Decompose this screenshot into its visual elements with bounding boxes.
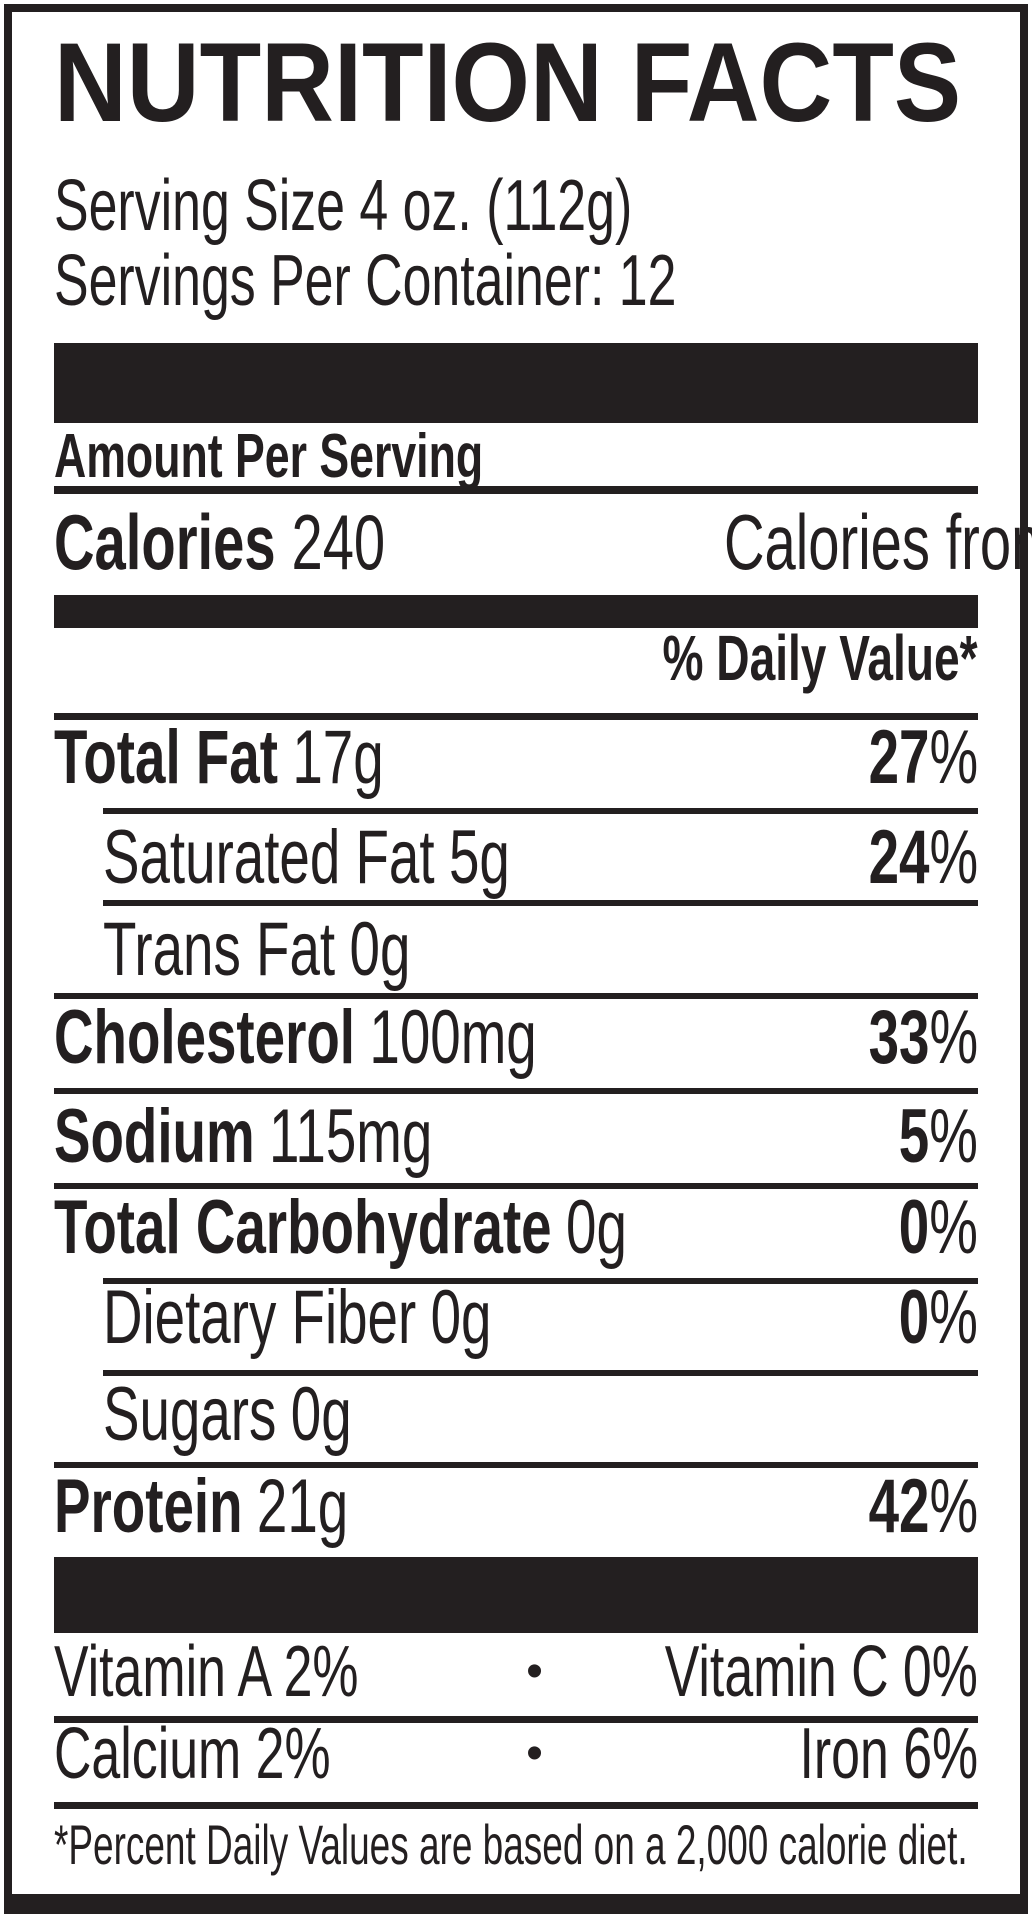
nutrient-amount: 17g [292,715,384,800]
nutrient-name: Total Fat [54,715,278,800]
servings-per-container-text: Servings Per Container: 12 [54,241,677,321]
nutrient-amount: 0g [566,1185,627,1270]
nutrient-name: Protein [54,1464,243,1549]
calories-from-fat: Calories from Fat 160 [723,498,1032,586]
nutrient-amount: 115mg [269,1094,433,1179]
calories-label: Calories [54,498,276,586]
nutrient-name: Sodium [54,1094,255,1179]
nutrient-name: Sugars [103,1372,277,1457]
nutrient-amount: 100mg [369,995,537,1080]
daily-value: 27% [868,715,978,800]
divider-bar-thick-top [54,343,978,423]
divider-bar-thick-bottom [54,1557,978,1633]
row-total-carbohydrate: Total Carbohydrate 0g 0% [54,1190,978,1266]
page-title: NUTRITION FACTS [54,27,1032,139]
daily-value: 33% [868,995,978,1080]
nutrient-name: Cholesterol [54,995,356,1080]
nutrient-name: Saturated Fat [103,815,435,900]
row-sugars: Sugars 0g [103,1377,978,1453]
serving-size-text: Serving Size 4 oz. (112g) [54,166,633,246]
servings-per-container: Servings Per Container: 12 [54,245,918,317]
bullet-separator: • [526,1727,543,1780]
calories-group: Calories 240 [54,503,385,581]
daily-value: 0% [898,1185,978,1270]
vitamin-c-value: Vitamin C 0% [664,1632,978,1712]
daily-value: 0% [898,1275,978,1360]
row-total-fat: Total Fat 17g 27% [54,720,978,796]
footnote-text: *Percent Daily Values are based on a 2,0… [54,1813,968,1876]
row-calcium-iron: Calcium 2% • Iron 6% [54,1718,978,1790]
daily-value: 42% [868,1464,978,1549]
divider-bar-thin-mid [54,595,978,628]
nutrient-amount: 21g [256,1464,349,1549]
vitamin-a-value: Vitamin A 2% [54,1632,359,1712]
row-vitamin-a-c: Vitamin A 2% • Vitamin C 0% [54,1636,978,1708]
row-sodium: Sodium 115mg 5% [54,1099,978,1175]
separator-line [103,1370,978,1376]
separator-line [54,1088,978,1094]
daily-value: 5% [898,1094,978,1179]
nutrient-name: Dietary Fiber [103,1275,417,1360]
calories-value: 240 [291,498,386,586]
nutrient-name: Trans Fat [103,907,336,992]
nutrient-amount: 0g [430,1275,492,1360]
iron-value: Iron 6% [799,1714,978,1794]
calcium-value: Calcium 2% [54,1714,331,1794]
row-cholesterol: Cholesterol 100mg 33% [54,1000,978,1076]
amount-per-serving-label: Amount Per Serving [54,422,484,491]
nutrient-amount: 0g [290,1372,352,1457]
separator-line [103,1278,978,1284]
daily-value-header: % Daily Value* [662,622,978,694]
separator-line [54,993,978,999]
calories-row: Calories 240 Calories from Fat 160 [54,503,1032,581]
row-trans-fat: Trans Fat 0g [103,912,978,988]
separator-line [54,486,978,494]
label-title-text: NUTRITION FACTS [54,20,962,145]
nutrient-amount: 0g [349,907,411,992]
row-saturated-fat: Saturated Fat 5g 24% [103,820,978,896]
separator-line [103,900,978,906]
nutrient-name: Total Carbohydrate [54,1185,552,1270]
serving-size: Serving Size 4 oz. (112g) [54,170,857,242]
separator-line [54,1802,978,1809]
row-dietary-fiber: Dietary Fiber 0g 0% [103,1280,978,1356]
separator-line [103,808,978,814]
separator-line [54,1716,978,1723]
separator-line [54,1183,978,1189]
daily-value: 24% [868,815,978,900]
nutrient-amount: 5g [448,815,510,900]
row-protein: Protein 21g 42% [54,1469,978,1545]
separator-line [54,1462,978,1468]
bullet-separator: • [526,1645,543,1698]
separator-line [54,713,978,720]
footnote: *Percent Daily Values are based on a 2,0… [54,1817,1032,1873]
